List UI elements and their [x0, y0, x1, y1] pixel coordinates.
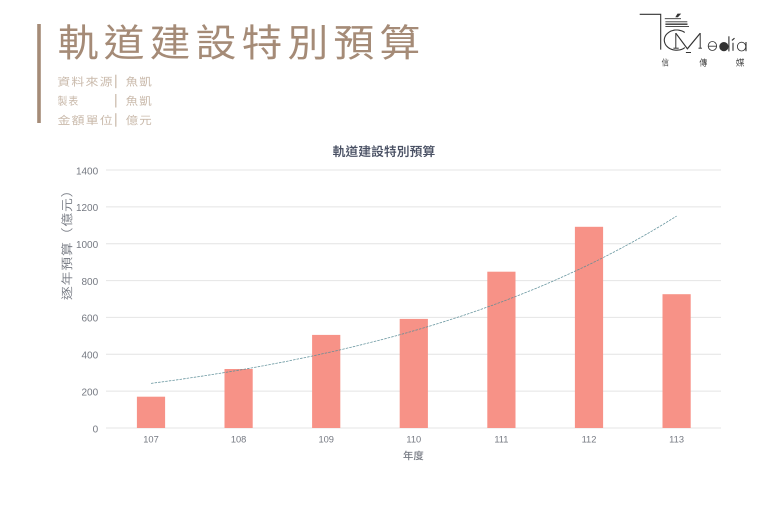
svg-text:113: 113 [669, 434, 684, 444]
svg-text:108: 108 [231, 434, 247, 444]
svg-text:112: 112 [582, 434, 597, 444]
svg-text:1400: 1400 [76, 166, 99, 177]
svg-text:1200: 1200 [76, 203, 99, 214]
svg-text:800: 800 [82, 277, 99, 288]
svg-text:0: 0 [93, 424, 99, 435]
svg-text:400: 400 [82, 351, 99, 362]
svg-text:110: 110 [406, 434, 421, 444]
svg-text:600: 600 [82, 314, 99, 325]
svg-text:111: 111 [494, 434, 508, 444]
svg-text:107: 107 [143, 434, 159, 444]
svg-text:1000: 1000 [76, 240, 99, 251]
svg-text:200: 200 [82, 387, 99, 398]
svg-text:109: 109 [318, 434, 334, 444]
